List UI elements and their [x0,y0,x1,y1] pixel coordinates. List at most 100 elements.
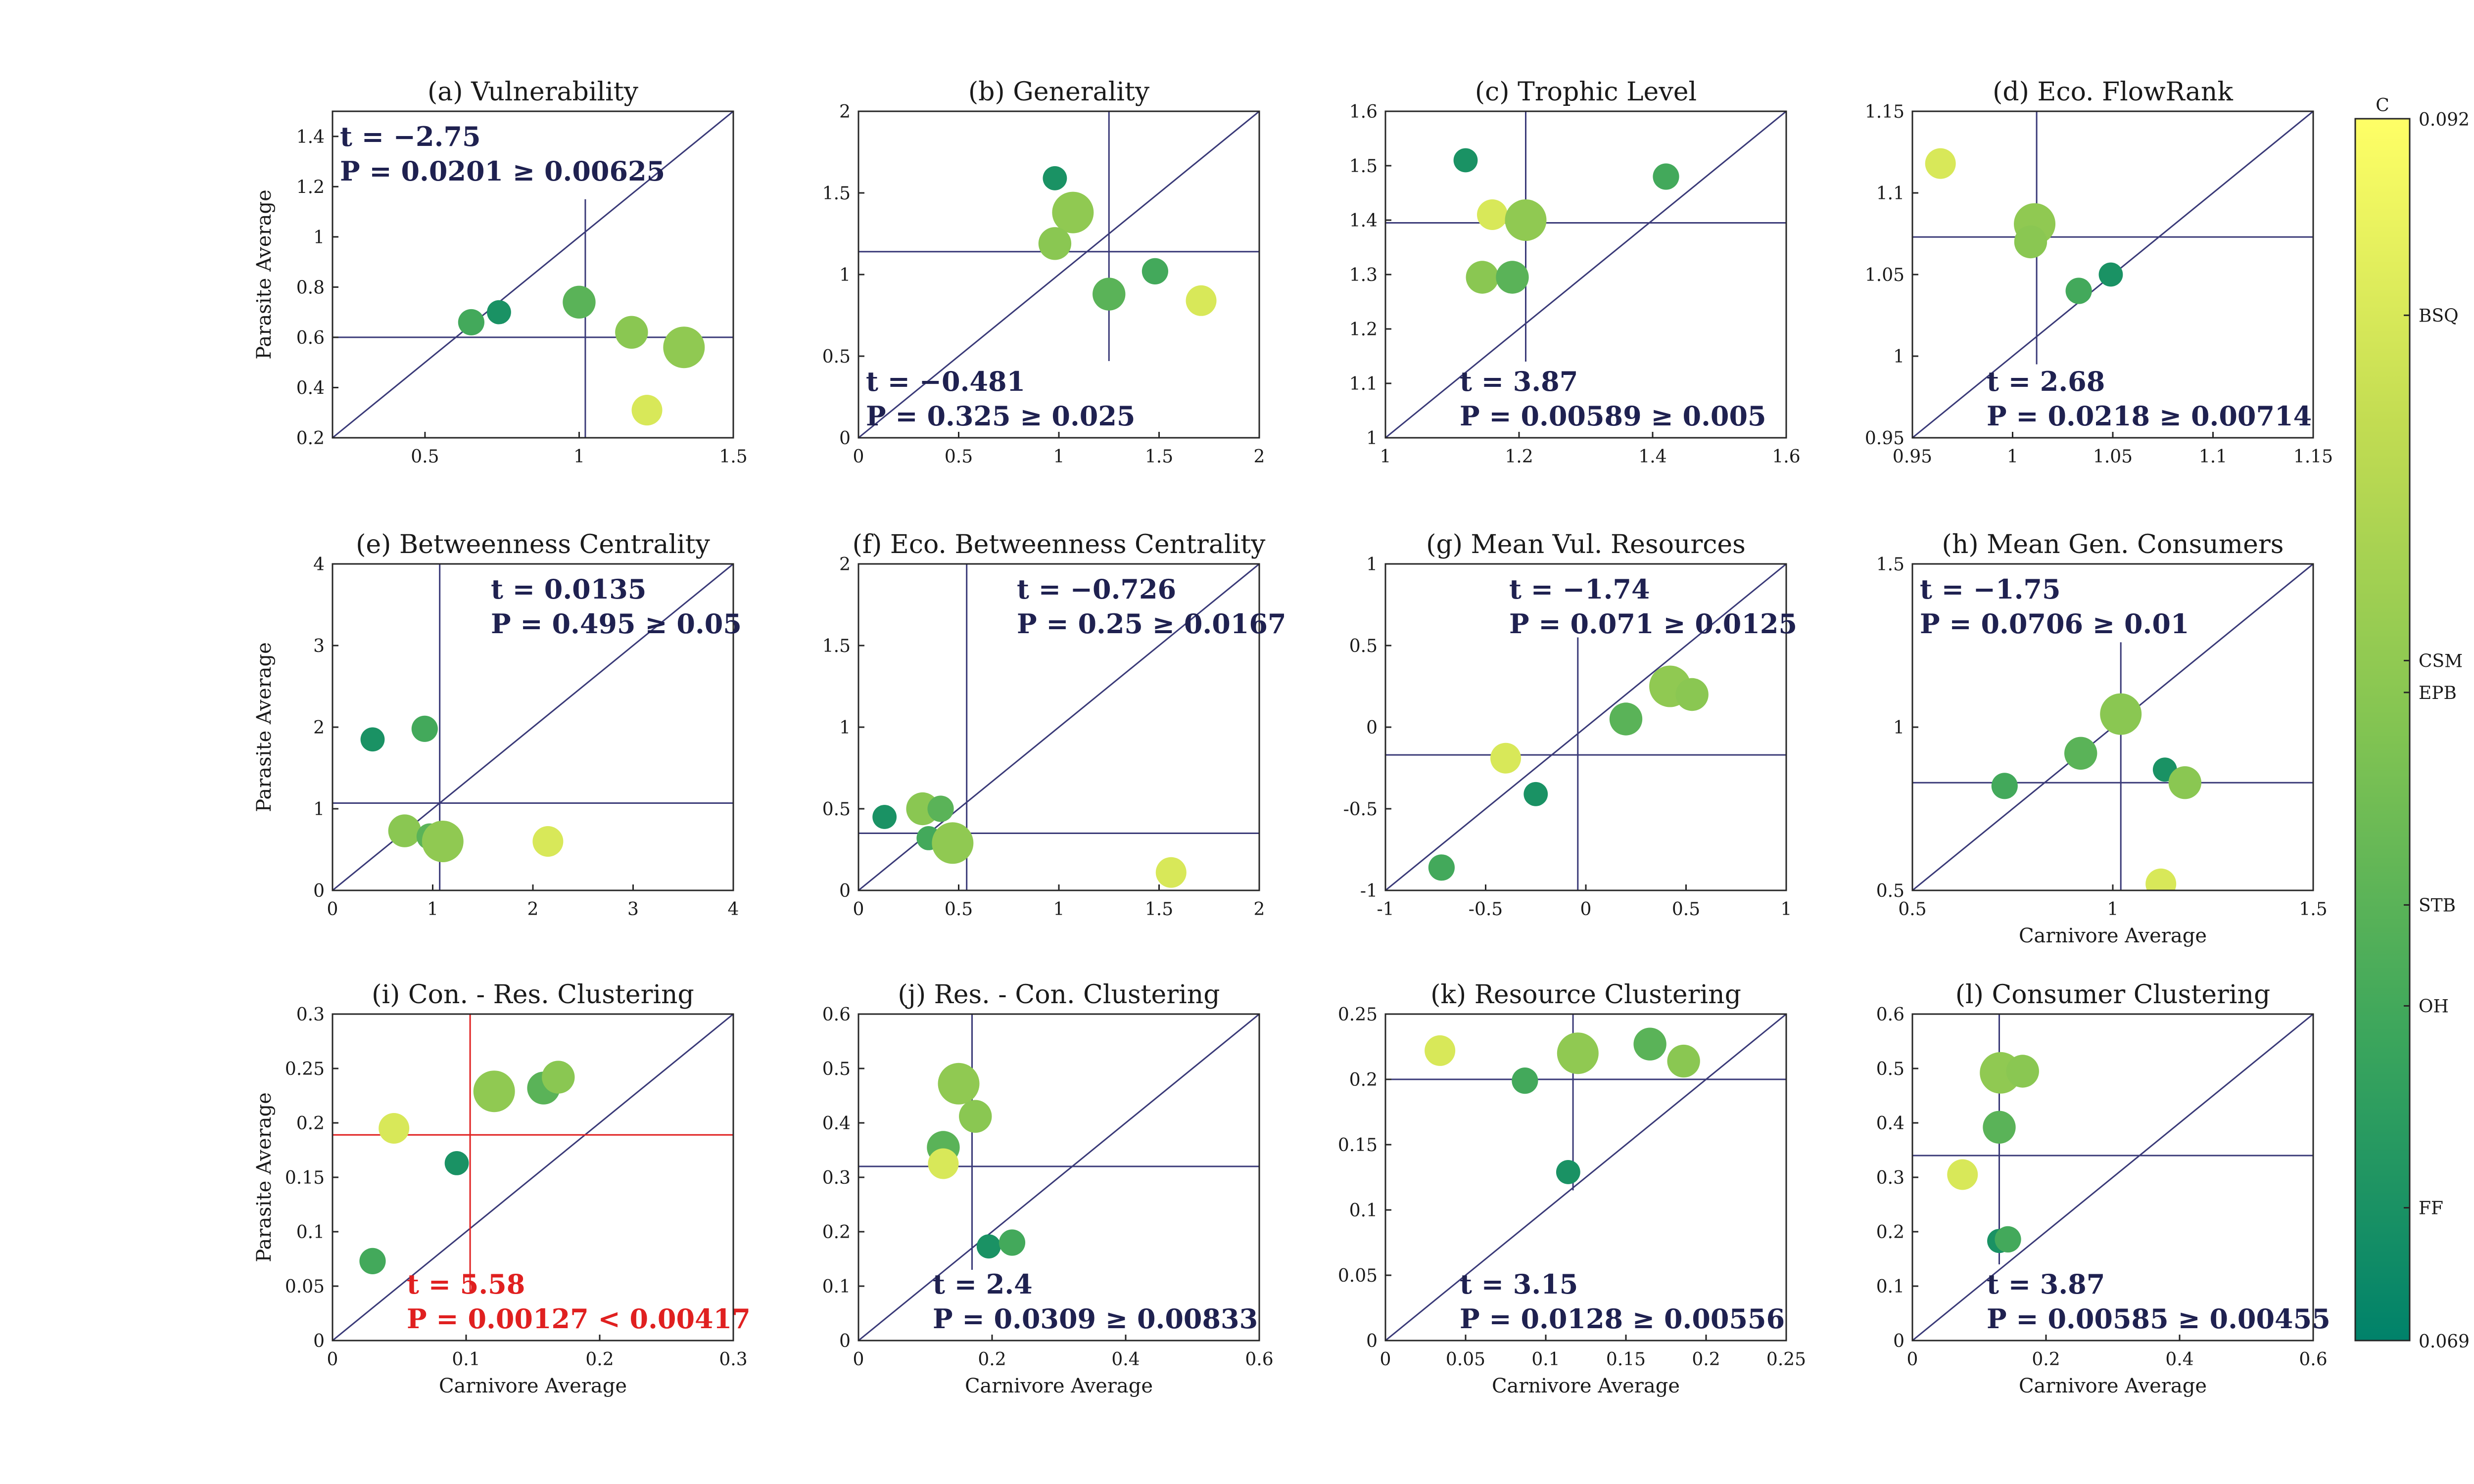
y-tick-label: 0.05 [1338,1266,1378,1286]
x-tick-label: 1.2 [1505,447,1533,467]
scatter-point [1093,278,1126,311]
stat-t: t = 3.87 [1987,1268,2105,1300]
plot-area [1385,1014,1786,1341]
x-tick-label: 1.4 [1638,447,1666,467]
x-tick-label: 0 [327,899,338,920]
plot-area [858,111,1259,438]
y-tick-label: 1.5 [822,636,851,656]
y-tick-label: 0 [839,1331,851,1351]
y-tick-label: 0.3 [822,1168,851,1188]
x-tick-label: 0.1 [1531,1349,1560,1370]
panel-8: 0.5 1 1.5 0.5 1 1.5 (h) Mean Gen. Consumers Car… [1876,530,2328,947]
scatter-point [458,309,484,336]
identity-line [1385,111,1786,438]
scatter-point [1675,678,1709,711]
panel-2: 0 0.5 1 1.5 2 0 0.5 1 1.5 2 (b) Generality t = −0.4… [822,77,1265,467]
stat-p: P = 0.25 ≥ 0.0167 [1017,608,1286,640]
x-tick-label: 1.5 [1145,447,1173,467]
stat-p: P = 0.495 ≥ 0.05 [491,608,742,640]
scatter-point [1991,773,2018,799]
x-tick-label: 0.15 [1606,1349,1646,1370]
x-tick-label: -1 [1377,899,1394,920]
colorbar-bar [2354,118,2411,1342]
x-tick-label: 0.5 [945,447,973,467]
scatter-point [444,1151,469,1175]
y-tick-label: 0.1 [1876,1277,1904,1297]
scatter-point [959,1100,992,1133]
scatter-point [359,1248,386,1274]
x-tick-label: 1.15 [2293,447,2333,467]
y-tick-label: 0 [839,881,851,901]
x-tick-label: 0.2 [2032,1349,2060,1370]
panel-9: 0 0.1 0.2 0.3 0 0.05 0.1 0.15 0.2 0.25 0.3 (i) Con.… [253,980,751,1397]
scatter-point [2145,868,2177,890]
scatter-point [631,395,663,426]
x-tick-label: 1 [1053,899,1065,920]
x-tick-label: 0.6 [1245,1349,1273,1370]
stat-p: P = 0.0128 ≥ 0.00556 [1460,1303,1785,1335]
x-tick-label: 1.5 [1145,899,1173,920]
panel-title: (a) Vulnerability [428,77,639,107]
panel-7: -1 -0.5 0 0.5 1 -1 -0.5 0 0.5 1 (g) Mean Vul. Reso… [1343,530,1797,920]
scatter-point [1556,1160,1580,1184]
y-tick-label: 1.2 [1349,320,1378,340]
x-tick-label: 1 [573,447,585,467]
scatter-point [542,1061,575,1094]
x-tick-label: 0.5 [1898,899,1926,920]
x-tick-label: 0.5 [945,899,973,920]
colorbar-site-label: FF [2419,1199,2443,1219]
x-tick-label: 2 [1254,899,1265,920]
scatter-point [1925,148,1956,179]
stat-t: t = 3.87 [1460,366,1578,397]
x-tick-label: 0.05 [1446,1349,1485,1370]
y-tick-label: 1 [839,265,851,285]
y-tick-label: 3 [313,636,325,656]
y-tick-label: 0 [1366,718,1378,738]
panel-10: 0 0.2 0.4 0.6 0 0.1 0.2 0.3 0.4 0.5 0.6 (j) Res. - … [822,980,1274,1397]
y-tick-label: 1.6 [1349,102,1378,122]
scatter-point [1995,1226,2021,1252]
y-tick-label: 0.4 [296,378,325,398]
scatter-point [1947,1159,1978,1190]
scatter-point [1505,199,1547,241]
x-tick-label: 0 [1380,1349,1391,1370]
x-axis-label: Carnivore Average [1492,1375,1680,1397]
stat-p: P = 0.0201 ≥ 0.00625 [340,155,665,187]
scatter-point [1466,261,1499,294]
colorbar-site-label: OH [2419,996,2449,1017]
x-axis-label: Carnivore Average [2019,925,2207,947]
identity-line [858,1014,1259,1341]
y-tick-label: 1.4 [1349,211,1378,231]
panel-11: 0 0.05 0.1 0.15 0.2 0.25 0 0.05 0.1 0.15 0.2 0.25 (k… [1338,980,1806,1397]
identity-line [1385,1014,1786,1341]
stat-p: P = 0.0706 ≥ 0.01 [1920,608,2189,640]
stat-t: t = −2.75 [340,121,481,152]
y-tick-label: 0.2 [1349,1070,1378,1090]
stat-p: P = 0.00589 ≥ 0.005 [1460,400,1766,432]
panel-title: (h) Mean Gen. Consumers [1942,530,2284,559]
scatter-point [360,727,385,752]
y-tick-label: 0.1 [822,1277,851,1297]
y-tick-label: 1.05 [1865,265,1904,285]
x-tick-label: 1.6 [1772,447,1800,467]
scatter-point [1983,1111,2016,1144]
y-tick-label: 0.5 [822,1059,851,1079]
stat-t: t = −1.74 [1509,573,1650,605]
plot-area [1912,111,2313,438]
scatter-point [1142,258,1168,285]
y-tick-label: 0.5 [1349,636,1378,656]
scatter-point [927,795,954,822]
y-tick-label: 0.3 [296,1005,325,1025]
y-tick-label: 1.3 [1349,265,1378,285]
x-tick-label: 1 [2107,899,2119,920]
panel-title: (c) Trophic Level [1475,77,1697,107]
scatter-point [615,316,648,349]
x-tick-label: 0.5 [1672,899,1700,920]
y-tick-label: 1.5 [1876,555,1904,575]
scatter-point [2098,262,2123,287]
x-tick-label: 1.5 [2299,899,2327,920]
plot-area [1385,111,1786,438]
x-tick-label: 1 [2007,447,2018,467]
scatter-point [473,1070,515,1113]
